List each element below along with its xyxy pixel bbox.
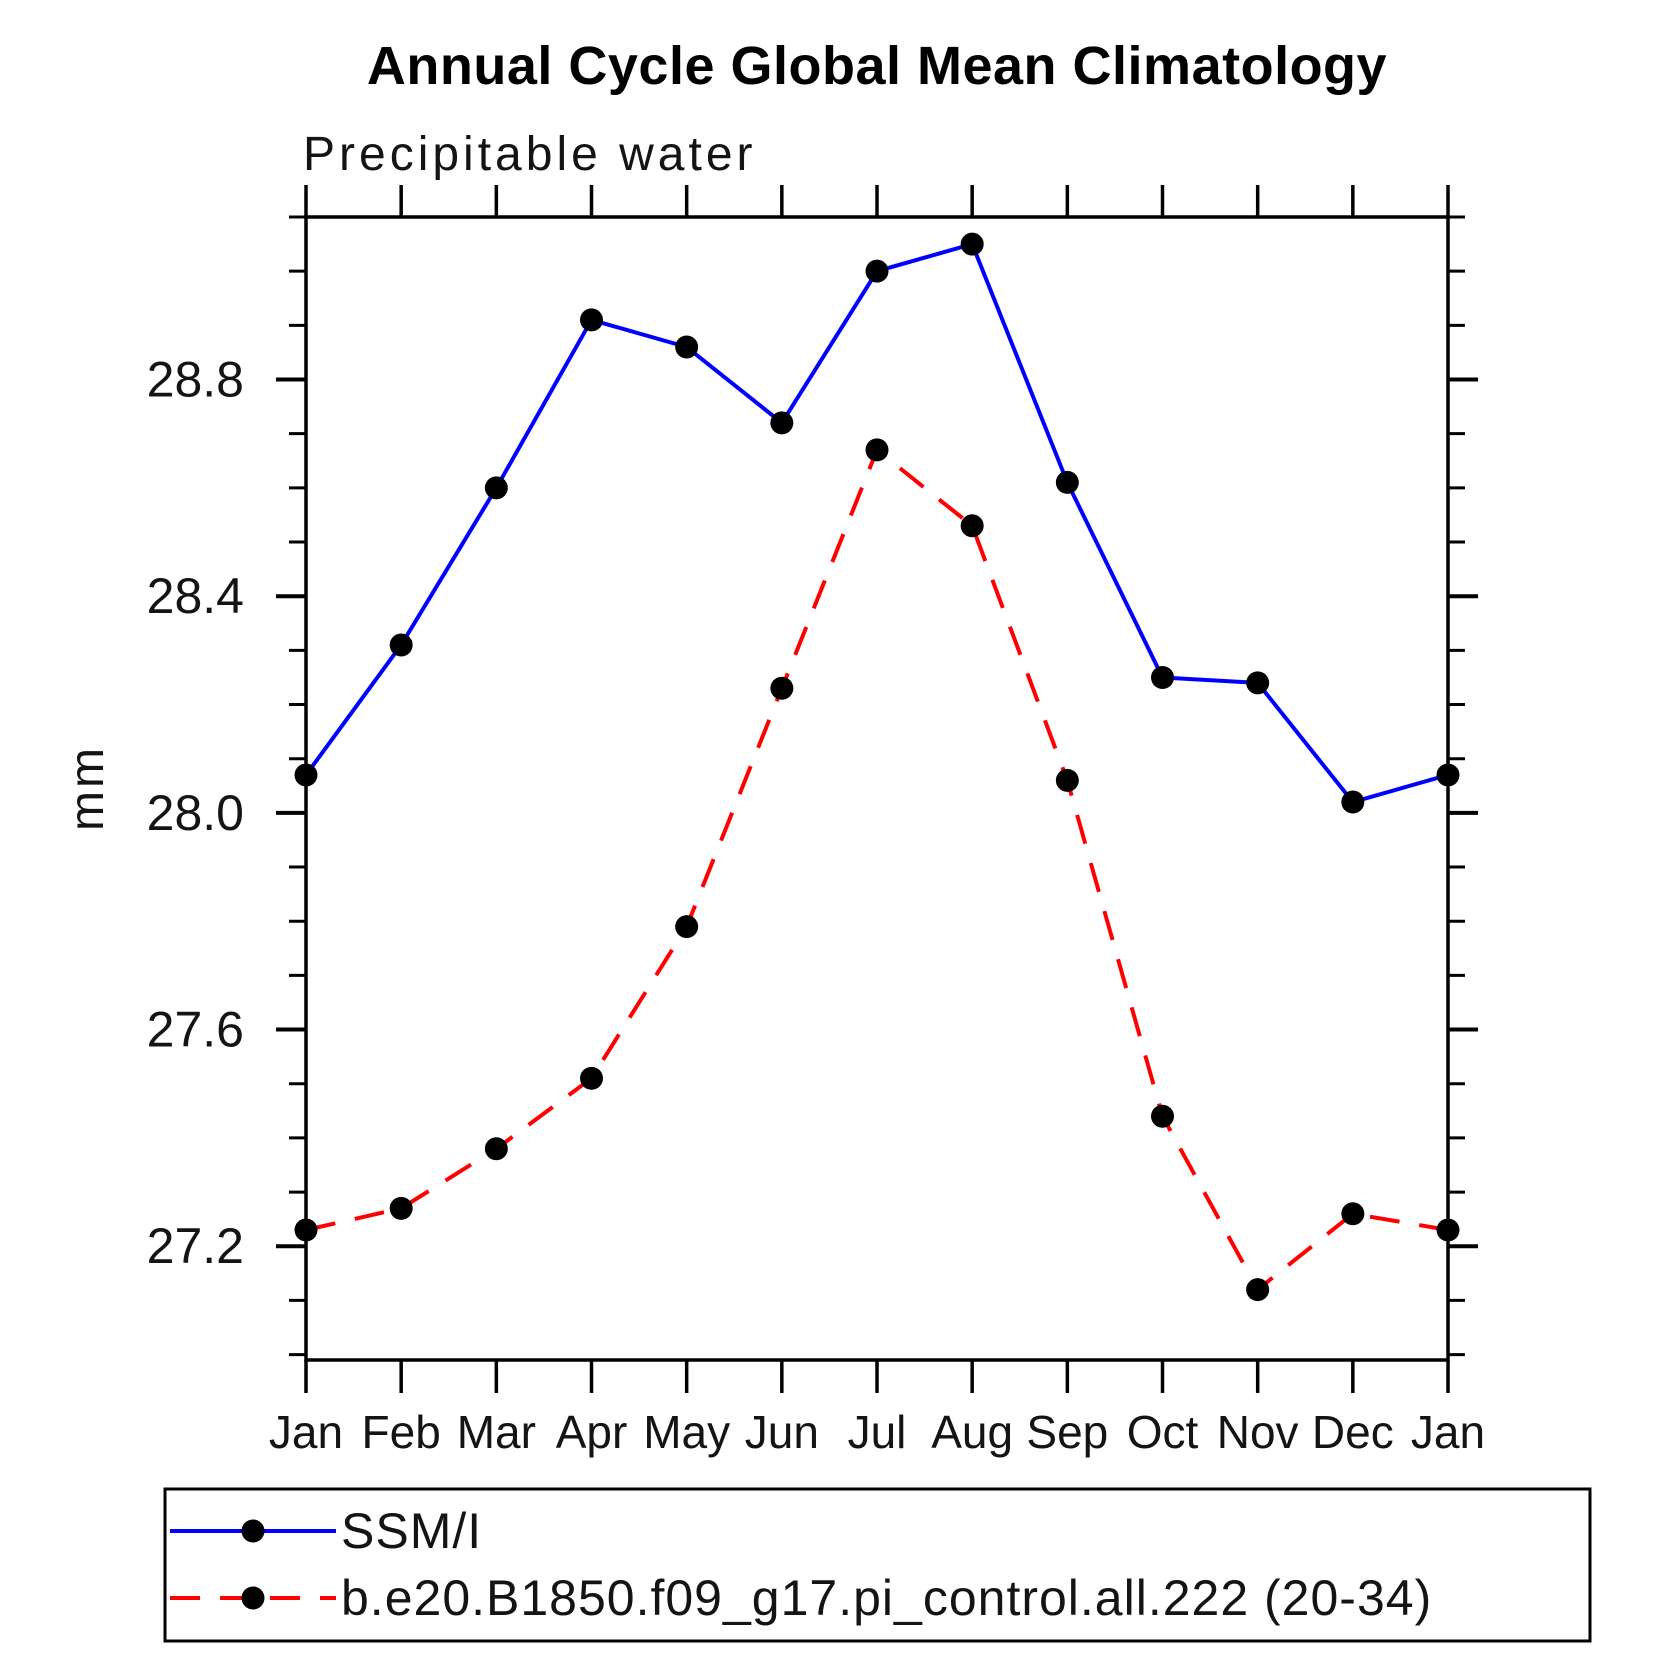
y-axis-label: mm (61, 745, 114, 831)
series-0-marker-dec (1341, 790, 1365, 814)
series-0-marker-jul (865, 259, 889, 283)
series-0-marker-sep (1055, 470, 1079, 494)
series-1-marker-sep (1055, 768, 1079, 792)
series-0-marker-may (675, 335, 699, 359)
x-tick-label-0-jan: Jan (269, 1406, 343, 1458)
series-0-marker-mar (484, 476, 508, 500)
y-tick-label-27.2: 27.2 (147, 1218, 244, 1274)
chart-title: Annual Cycle Global Mean Climatology (367, 36, 1387, 96)
legend-label-0: SSM/I (341, 1503, 482, 1559)
series-1-marker-mar (484, 1137, 508, 1161)
series-1-marker-jun (770, 676, 794, 700)
y-tick-label-28.0: 28.0 (147, 785, 244, 841)
x-tick-label-10-nov: Nov (1217, 1406, 1299, 1458)
x-tick-label-2-mar: Mar (457, 1406, 536, 1458)
x-tick-label-6-jul: Jul (848, 1406, 907, 1458)
legend-swatch-marker-0 (241, 1519, 265, 1543)
x-tick-label-7-aug: Aug (931, 1406, 1013, 1458)
series-0-marker-jun (770, 411, 794, 435)
series-1-marker-dec (1341, 1202, 1365, 1226)
chart-subtitle: Precipitable water (303, 128, 757, 181)
series-1-marker-jan (1436, 1218, 1460, 1242)
series-0-marker-jan (294, 763, 318, 787)
legend-swatch-marker-1 (241, 1586, 265, 1610)
series-0-marker-aug (960, 232, 984, 256)
y-tick-label-28.8: 28.8 (147, 352, 244, 408)
x-tick-label-11-dec: Dec (1312, 1406, 1394, 1458)
x-tick-label-1-feb: Feb (362, 1406, 441, 1458)
series-0-marker-nov (1246, 671, 1270, 695)
series-1-marker-nov (1246, 1278, 1270, 1302)
series-1-line (305, 447, 1449, 1292)
series-1-marker-feb (389, 1196, 413, 1220)
x-tick-label-9-oct: Oct (1127, 1406, 1199, 1458)
series-1-marker-apr (580, 1066, 603, 1090)
x-tick-label-4-may: May (643, 1406, 730, 1458)
y-tick-label-28.4: 28.4 (147, 568, 244, 624)
series-0-marker-jan (1436, 763, 1460, 787)
y-tick-label-27.6: 27.6 (147, 1002, 244, 1058)
series-1-marker-aug (960, 514, 984, 538)
x-tick-label-12-jan: Jan (1411, 1406, 1485, 1458)
series-0-line (304, 242, 1449, 805)
legend-box (163, 1487, 1592, 1643)
x-tick-label-5-jun: Jun (745, 1406, 819, 1458)
plot-frame (304, 215, 1450, 1362)
series-0-marker-feb (389, 633, 413, 657)
series-1-marker-may (675, 915, 699, 939)
series-0-marker-apr (580, 308, 603, 332)
legend: SSM/I b.e20.B1850.f09_g17.pi_control.all.… (163, 1487, 1592, 1643)
series-0-marker-oct (1151, 665, 1174, 689)
x-tick-label-3-apr: Apr (556, 1406, 628, 1458)
plot-area: Jan Feb Mar Apr May Jun Jul Aug Sep Oct Nov Dec Jan 2… (147, 185, 1485, 1458)
x-tick-label-8-sep: Sep (1026, 1406, 1108, 1458)
series-1-marker-jul (865, 438, 889, 462)
legend-label-1: b.e20.B1850.f09_g17.pi_control.all.222 (… (341, 1570, 1432, 1626)
series-1-marker-jan (294, 1218, 318, 1242)
series-1-marker-oct (1151, 1104, 1174, 1128)
